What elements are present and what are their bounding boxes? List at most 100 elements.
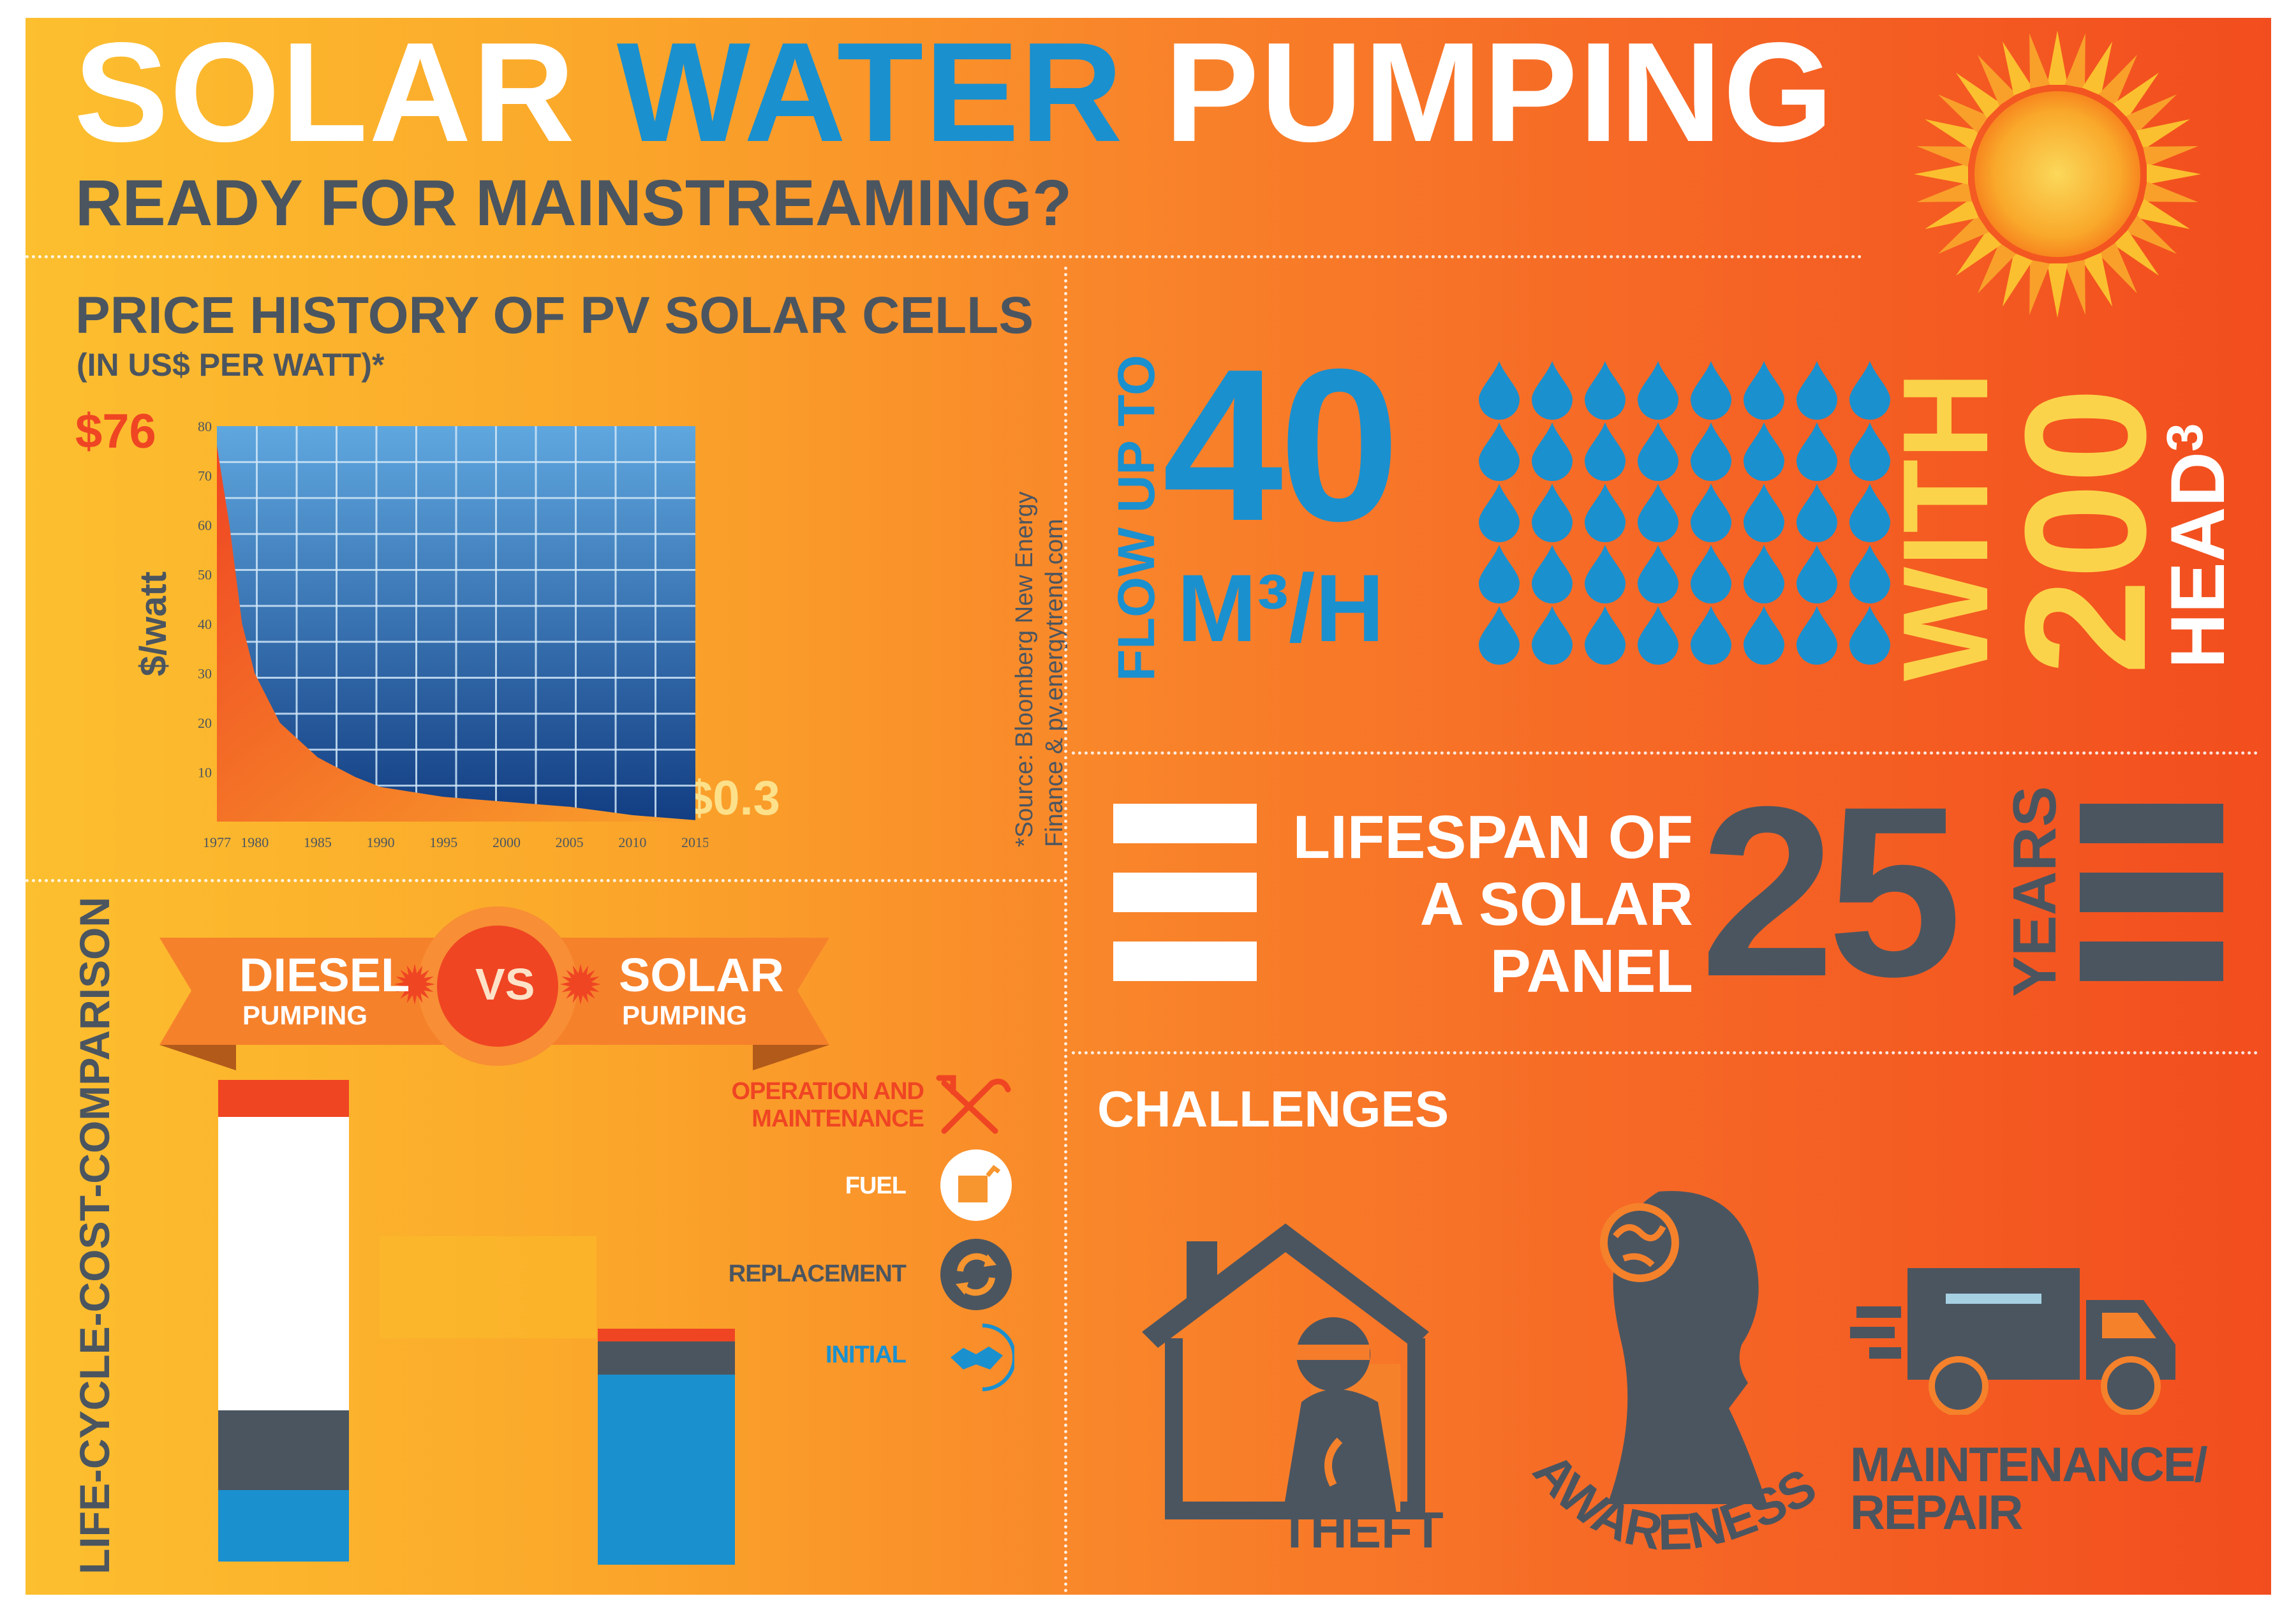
x-tick-label: 2005 (556, 834, 584, 850)
price-end-label: $0.3 (686, 771, 780, 825)
water-drop-icon (1796, 361, 1837, 420)
y-tick-label: 10 (198, 765, 212, 781)
sun-icon (1914, 31, 2201, 318)
lifespan-line3: PANEL (1490, 937, 1693, 1005)
water-drop-icon (1532, 545, 1573, 603)
sun-ray (2113, 230, 2159, 276)
lifespan-gray-bar-2 (2080, 873, 2223, 912)
price-history-chart: 10 20 30 40 50 60 70 80 1977 1980 1985 1990 1995 200… (133, 418, 708, 850)
water-drop-icon (1585, 422, 1626, 481)
diesel-bar-replacement (218, 1410, 349, 1490)
y-tick-label: 60 (198, 517, 212, 533)
water-drop-icon (1849, 606, 1890, 665)
header-divider (26, 255, 1863, 258)
recycle-icon (940, 1239, 1012, 1310)
legend-operation-line1: OPERATION AND (731, 1078, 924, 1105)
water-drop-icon (1691, 606, 1731, 665)
water-drop-icon (1532, 606, 1573, 665)
water-drop-icon (1638, 545, 1678, 603)
diesel-bar-initial (218, 1490, 349, 1562)
water-drop-icon (1744, 545, 1784, 603)
challenge-awareness-label-svg: AWARENESS (1523, 1442, 1826, 1560)
y-tick-label: 70 (198, 468, 212, 484)
y-tick-label: 40 (198, 616, 212, 632)
price-section-divider (26, 879, 1064, 882)
sun-ray (1916, 146, 1972, 167)
x-tick-label: 1980 (241, 834, 269, 850)
water-drop-icon (1744, 422, 1784, 481)
water-drop-icon (1691, 484, 1731, 542)
lifespan-unit: YEARS (2001, 786, 2069, 997)
water-drop-icon (1585, 606, 1626, 665)
water-drop-icon (1638, 422, 1678, 481)
y-tick-label: 20 (198, 715, 212, 731)
water-drop-icon (1532, 422, 1573, 481)
head-unit: HEAD3 (2155, 423, 2240, 668)
sun-ray (2029, 260, 2050, 315)
y-tick-label: 30 (198, 666, 212, 682)
sun-ray (2143, 181, 2198, 202)
sun-ray (2126, 215, 2177, 255)
legend-initial: INITIAL (826, 1341, 907, 1368)
head-with-label: WITH (1878, 371, 2013, 681)
y-tick-label: 50 (198, 567, 212, 583)
y-tick-label: 80 (198, 418, 212, 434)
sun-ray (2147, 164, 2201, 184)
water-drop-icon (1796, 422, 1837, 481)
tools-icon (936, 1075, 1011, 1134)
center-vertical-divider (1064, 267, 1067, 1593)
sun-ray (2082, 41, 2113, 96)
water-drop-icon (1532, 484, 1573, 542)
head-number: 200 (1990, 387, 2182, 675)
water-drop-icon (1479, 422, 1520, 481)
water-drop-icon (1638, 361, 1678, 420)
main-subtitle: READY FOR MAINSTREAMING? (75, 166, 1072, 239)
water-drop-icon (1691, 361, 1731, 420)
delivery-truck-icon (1850, 1268, 2175, 1415)
sun-ray (2029, 33, 2050, 89)
legend-fuel: FUEL (845, 1172, 907, 1199)
price-start-label: $76 (75, 404, 156, 459)
sun-ray (1925, 198, 1979, 230)
lifespan-line1: LIFESPAN OF (1292, 803, 1693, 871)
source-note-line1: *Source: Bloomberg New Energy (1011, 491, 1038, 847)
svg-text:AWARENESS: AWARENESS (1523, 1442, 1826, 1560)
solar-bar-replacement (598, 1341, 735, 1375)
flow-section-divider (1072, 751, 2258, 755)
price-area-series (217, 446, 695, 822)
sun-ray (2047, 263, 2068, 318)
diesel-sub: PUMPING (242, 1000, 368, 1030)
burst-ray (406, 965, 415, 980)
lifespan-white-bar-2 (1113, 873, 1257, 912)
challenges-title: CHALLENGES (1097, 1081, 1449, 1137)
diesel-bar-operation (218, 1080, 349, 1117)
sun-ray (2047, 31, 2068, 85)
water-drops-grid (1479, 361, 1890, 665)
sun-ray (2064, 260, 2085, 315)
sun-ray (2136, 119, 2190, 150)
legend-replacement: REPLACEMENT (728, 1260, 907, 1287)
water-drop-icon (1849, 545, 1890, 603)
challenge-awareness-label: AWARENESS (1523, 1442, 1826, 1560)
solar-bar-initial (598, 1375, 735, 1565)
x-tick-label: 1985 (304, 834, 332, 850)
sun-ray (1937, 94, 1989, 133)
title-word-solar: SOLAR (74, 18, 576, 172)
house-thief-icon (1142, 1223, 1429, 1519)
legend-operation-line2: MAINTENANCE (752, 1105, 924, 1132)
lifespan-white-bar-3 (1113, 942, 1257, 981)
diesel-bar-fuel (218, 1117, 349, 1410)
water-drop-icon (1479, 606, 1520, 665)
challenge-maintenance-line1: MAINTENANCE/ (1850, 1438, 2208, 1492)
lifespan-line2: A SOLAR (1419, 870, 1693, 938)
solar-sub: PUMPING (622, 1000, 748, 1030)
sun-ray (2098, 242, 2138, 294)
solar-bar-operation (598, 1329, 735, 1341)
water-drop-icon (1796, 545, 1837, 603)
burst-ray (572, 965, 581, 980)
water-drop-icon (1849, 361, 1890, 420)
lifespan-gray-bar-3 (2080, 942, 2223, 981)
water-drop-icon (1744, 361, 1784, 420)
flow-unit: M³/H (1177, 554, 1384, 661)
lifespan-white-bar-1 (1113, 804, 1257, 843)
